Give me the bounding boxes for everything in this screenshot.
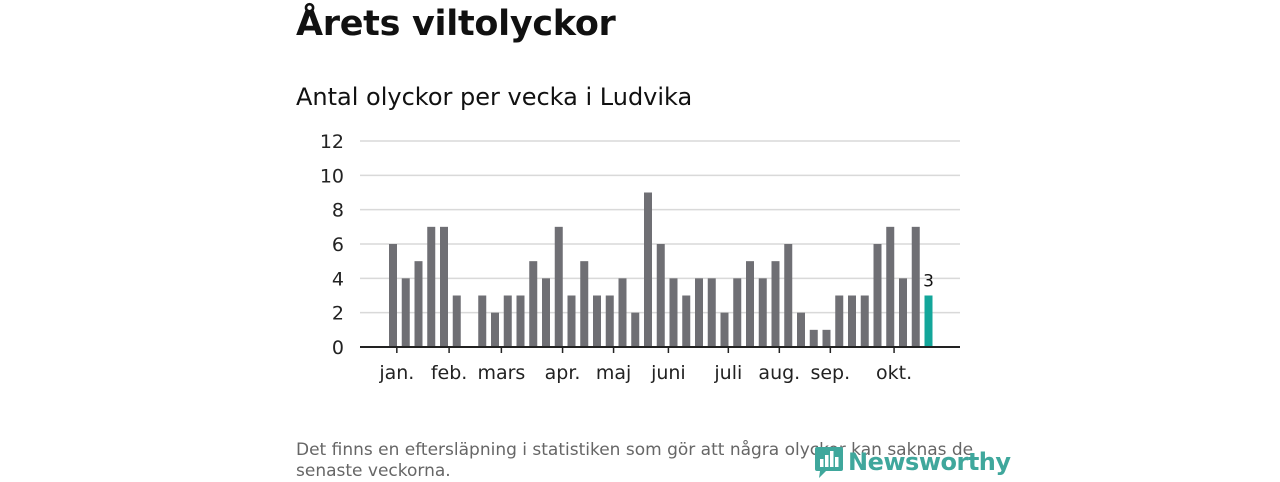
bar (452, 295, 461, 347)
bar (516, 295, 525, 347)
bar (771, 261, 780, 347)
x-tick-label: mars (477, 362, 525, 384)
bar (580, 261, 589, 347)
bar (873, 244, 882, 347)
bar (669, 278, 678, 347)
bar (414, 261, 423, 347)
bar (784, 244, 793, 347)
bar (644, 192, 652, 347)
bar (758, 278, 767, 347)
bar (656, 244, 665, 347)
bar (427, 226, 436, 347)
newsworthy-logo-icon (815, 447, 843, 478)
y-tick-label: 4 (332, 268, 344, 290)
bar (848, 295, 856, 347)
bar (733, 278, 742, 347)
bar (797, 312, 805, 347)
x-tick-label: jan. (378, 362, 414, 384)
bar (478, 295, 487, 347)
bar (618, 278, 627, 347)
x-tick-label: sep. (810, 362, 850, 384)
bar (440, 226, 448, 347)
y-tick-label: 12 (320, 131, 344, 153)
x-tick-label: feb. (431, 362, 467, 384)
x-tick-label: aug. (758, 362, 800, 384)
bar (554, 226, 563, 347)
bar (503, 295, 512, 347)
bar (822, 329, 831, 347)
brand-logo[interactable]: Newsworthy (814, 444, 1011, 480)
y-tick-label: 2 (332, 303, 344, 325)
bar (593, 295, 601, 347)
bar (835, 295, 844, 347)
footnote: Det finns en eftersläpning i statistiken… (296, 440, 974, 481)
bar (860, 295, 869, 347)
bar (720, 312, 729, 347)
bar (529, 261, 538, 347)
bar-chart: 0 2 4 6 8 10 12 3 jan. feb. mars apr. maj juni juli aug… (320, 131, 960, 384)
bar (567, 295, 576, 347)
bar (899, 278, 907, 347)
bar (886, 226, 895, 347)
x-tick-label: okt. (876, 362, 912, 384)
bar (911, 226, 920, 347)
y-tick-label: 6 (332, 234, 344, 256)
bar (491, 312, 499, 347)
bar (682, 295, 691, 347)
brand-name: Newsworthy (848, 448, 1011, 476)
y-tick-label: 0 (332, 337, 344, 359)
y-tick-label: 8 (332, 200, 344, 222)
bar-highlight (924, 295, 933, 347)
x-tick-label: juli (713, 362, 742, 384)
bar (605, 295, 614, 347)
bar (401, 278, 410, 347)
x-tick-label: apr. (545, 362, 581, 384)
x-tick-label: juni (650, 362, 686, 384)
bar (809, 329, 818, 347)
bar (389, 244, 397, 347)
bar (631, 312, 640, 347)
bar (707, 278, 716, 347)
bar (695, 278, 703, 347)
y-tick-label: 10 (320, 165, 344, 187)
page-title: Årets viltolyckor (296, 4, 616, 44)
x-tick-label: maj (596, 362, 631, 384)
highlight-data-label: 3 (923, 272, 934, 292)
bar (746, 261, 754, 347)
chart-subtitle: Antal olyckor per vecka i Ludvika (296, 83, 693, 111)
bar (542, 278, 550, 347)
